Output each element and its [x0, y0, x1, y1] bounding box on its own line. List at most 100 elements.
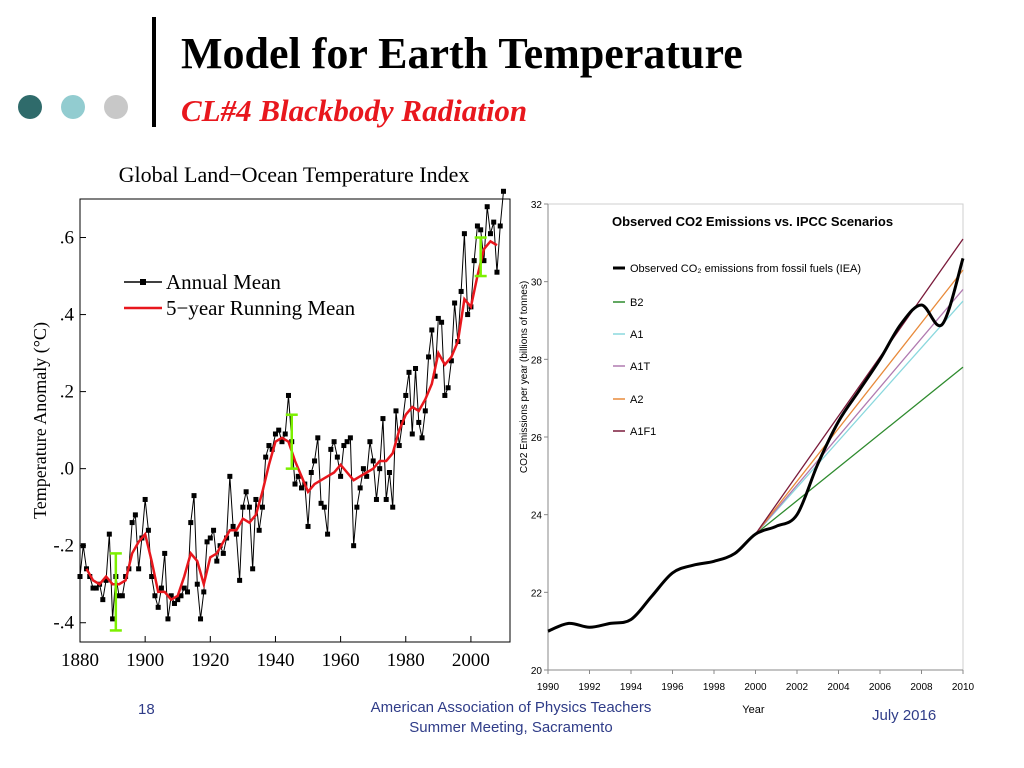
annual-mean-point: [312, 458, 318, 464]
annual-mean-point: [458, 288, 464, 294]
legend-annual-marker: [140, 279, 146, 285]
annual-mean-point: [351, 543, 357, 549]
annual-mean-point: [487, 231, 493, 237]
legend-label-a2: A2: [630, 394, 643, 406]
co2-x-tick-label: 1996: [661, 682, 684, 693]
x-tick-label: 1960: [322, 650, 360, 671]
annual-mean-point: [129, 520, 135, 526]
annual-mean-point: [207, 535, 213, 541]
annual-mean-point: [188, 520, 194, 526]
co2-y-tick-label: 30: [531, 278, 543, 289]
legend-label-observed: Observed CO₂ emissions from fossil fuels…: [630, 263, 861, 275]
annual-mean-point: [328, 446, 334, 452]
annual-mean-point: [422, 408, 428, 414]
co2-plot-frame: [547, 203, 964, 671]
decorative-dot-1: [18, 95, 42, 119]
annual-mean-point: [256, 527, 262, 533]
co2-emissions-chart: 20 22 24 26 28 30 32 1990 1992 1994 1996 1998 2000 20…: [519, 200, 975, 716]
legend-label-a1: A1: [630, 329, 643, 341]
y-tick-label: .6: [60, 228, 74, 249]
annual-mean-point: [393, 408, 399, 414]
x-tick-label: 1940: [256, 650, 294, 671]
scenario-line-a1t: [755, 289, 964, 535]
annual-mean-point: [282, 431, 288, 437]
annual-mean-point: [201, 589, 207, 595]
annual-mean-point: [481, 258, 487, 264]
annual-mean-point: [435, 315, 441, 321]
x-tick-label: 1900: [126, 650, 164, 671]
chart-title: Global Land−Ocean Temperature Index: [119, 162, 470, 187]
annual-mean-point: [136, 566, 142, 572]
decorative-dot-3: [104, 95, 128, 119]
annual-mean-point: [500, 188, 506, 194]
annual-mean-point: [406, 369, 412, 375]
annual-mean-point: [370, 458, 376, 464]
annual-mean-point: [250, 566, 256, 572]
annual-mean-point: [80, 543, 86, 549]
annual-mean-point: [439, 319, 445, 325]
co2-x-tick-label: 1994: [620, 682, 643, 693]
annual-mean-point: [338, 473, 344, 479]
annual-mean-point: [194, 581, 200, 587]
annual-mean-point: [448, 358, 454, 364]
scenario-line-a1: [755, 300, 964, 535]
slide-subtitle: CL#4 Blackbody Radiation: [181, 93, 528, 128]
scenario-line-b2: [755, 366, 964, 535]
co2-x-tick-label: 2008: [910, 682, 933, 693]
annual-mean-point: [367, 439, 373, 445]
annual-mean-point: [175, 597, 181, 603]
annual-mean-point: [321, 504, 327, 510]
annual-mean-point: [474, 223, 480, 229]
annual-mean-point: [191, 493, 197, 499]
annual-mean-point: [299, 485, 305, 491]
legend-label-a1f1: A1F1: [630, 426, 656, 438]
annual-mean-point: [233, 531, 239, 537]
legend-annual-label: Annual Mean: [166, 270, 281, 294]
co2-x-tick-label: 1990: [537, 682, 560, 693]
annual-mean-point: [364, 473, 370, 479]
annual-mean-point: [419, 435, 425, 441]
footer-date: July 2016: [872, 707, 937, 724]
annual-mean-point: [103, 577, 109, 583]
annual-mean-point: [334, 454, 340, 460]
annual-mean-point: [308, 470, 314, 476]
annual-mean-point: [429, 327, 435, 333]
annual-mean-point: [204, 539, 210, 545]
annual-mean-point: [214, 558, 220, 564]
annual-mean-point: [198, 616, 204, 622]
annual-mean-point: [93, 585, 99, 591]
co2-y-axis-label: CO2 Emissions per year (billions of tonn…: [519, 281, 530, 473]
annual-mean-point: [373, 496, 379, 502]
annual-mean-point: [315, 435, 321, 441]
annual-mean-line: [79, 191, 504, 619]
co2-y-tick-label: 22: [531, 588, 543, 599]
annual-mean-point: [445, 385, 451, 391]
annual-mean-point: [465, 312, 471, 318]
annual-mean-point: [220, 550, 226, 556]
annual-mean-point: [347, 435, 353, 441]
annual-mean-point: [259, 504, 265, 510]
annual-mean-point: [452, 300, 458, 306]
annual-mean-point: [295, 473, 301, 479]
y-tick-label: -.4: [53, 613, 74, 634]
annual-mean-point: [279, 439, 285, 445]
annual-mean-point: [396, 443, 402, 449]
co2-y-tick-label: 28: [531, 355, 543, 366]
annual-mean-point: [132, 512, 138, 518]
legend-running-label: 5−year Running Mean: [166, 296, 356, 320]
annual-mean-point: [158, 585, 164, 591]
annual-mean-point: [386, 470, 392, 476]
annual-mean-point: [246, 504, 252, 510]
annual-mean-point: [142, 496, 148, 502]
annual-mean-point: [432, 373, 438, 379]
annual-mean-point: [155, 604, 161, 610]
x-tick-label: 2000: [452, 650, 490, 671]
co2-x-tick-label: 2004: [827, 682, 850, 693]
decorative-dot-2: [61, 95, 85, 119]
annual-mean-point: [318, 500, 324, 506]
annual-mean-point: [377, 466, 383, 472]
co2-x-tick-label: 2010: [952, 682, 975, 693]
x-tick-label: 1880: [61, 650, 99, 671]
co2-y-tick-label: 32: [531, 200, 543, 211]
co2-y-tick-label: 26: [531, 433, 543, 444]
